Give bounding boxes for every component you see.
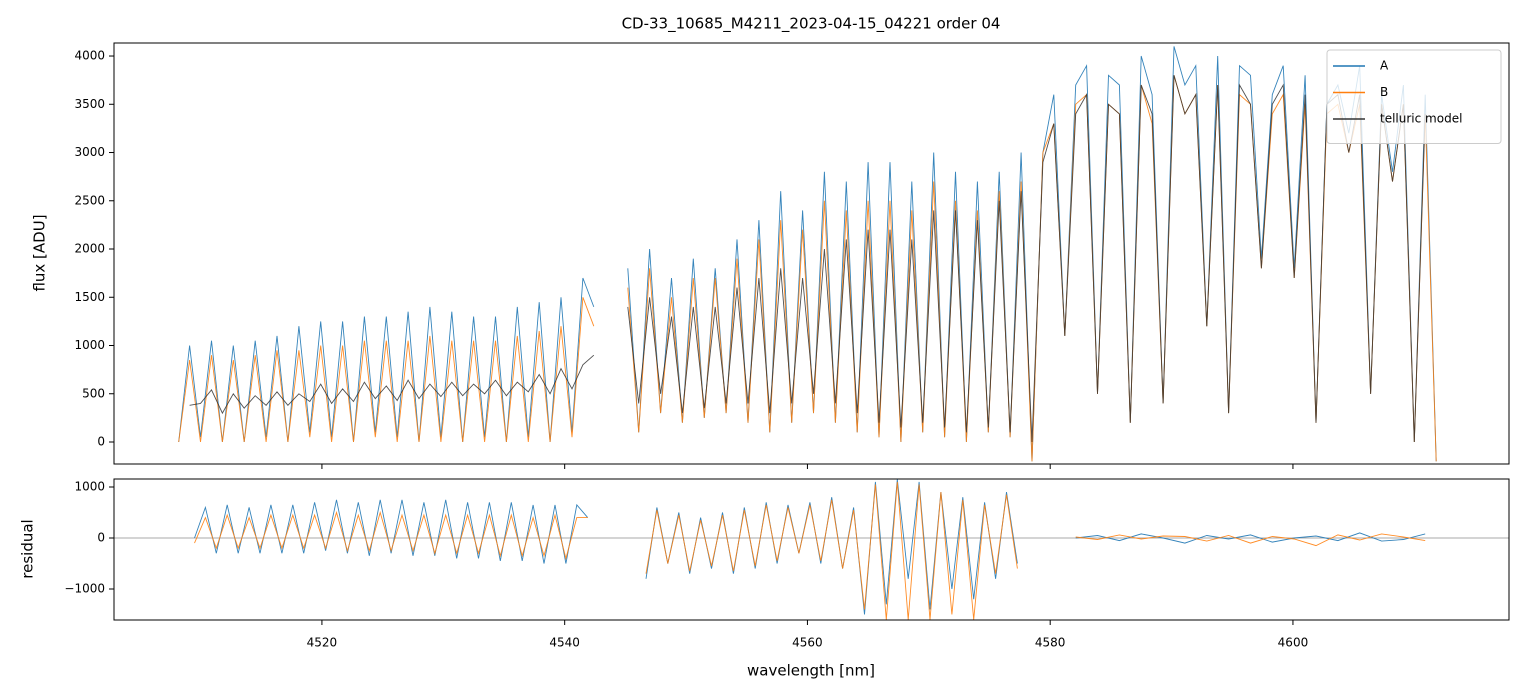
legend-label: telluric model [1380, 112, 1462, 126]
x-tick-label: 4540 [549, 636, 580, 650]
x-tick-label: 4580 [1035, 636, 1066, 650]
legend-label: A [1380, 59, 1389, 73]
y-tick-label: 1500 [74, 290, 105, 304]
y-tick-label: 3000 [74, 145, 105, 159]
y-axis-label: residual [19, 519, 37, 578]
y-tick-label: 3500 [74, 97, 105, 111]
y-tick-label: 500 [82, 386, 105, 400]
y-tick-label: 1000 [74, 338, 105, 352]
y-tick-label: 2000 [74, 242, 105, 256]
legend-label: B [1380, 85, 1388, 99]
x-tick-label: 4560 [792, 636, 823, 650]
series-line [178, 46, 1437, 462]
y-tick-label: 4000 [74, 49, 105, 63]
series-line [178, 75, 1437, 462]
axes-frame [113, 42, 1510, 465]
y-tick-label: 0 [97, 531, 105, 545]
series-line [189, 75, 1426, 443]
y-tick-label: 2500 [74, 193, 105, 207]
legend-box [1326, 49, 1502, 144]
x-tick-label: 4520 [307, 636, 338, 650]
y-tick-label: 0 [97, 434, 105, 448]
chart-title: CD-33_10685_M4211_2023-04-15_04221 order… [622, 15, 1001, 34]
x-axis-label: wavelength [nm] [747, 662, 875, 680]
x-tick-label: 4600 [1278, 636, 1309, 650]
series-line [194, 479, 1426, 615]
y-tick-label: 1000 [74, 480, 105, 494]
y-tick-label: −1000 [64, 581, 105, 595]
y-axis-label: flux [ADU] [31, 214, 49, 291]
axes-frame [113, 478, 1510, 621]
series-line [194, 481, 1426, 620]
